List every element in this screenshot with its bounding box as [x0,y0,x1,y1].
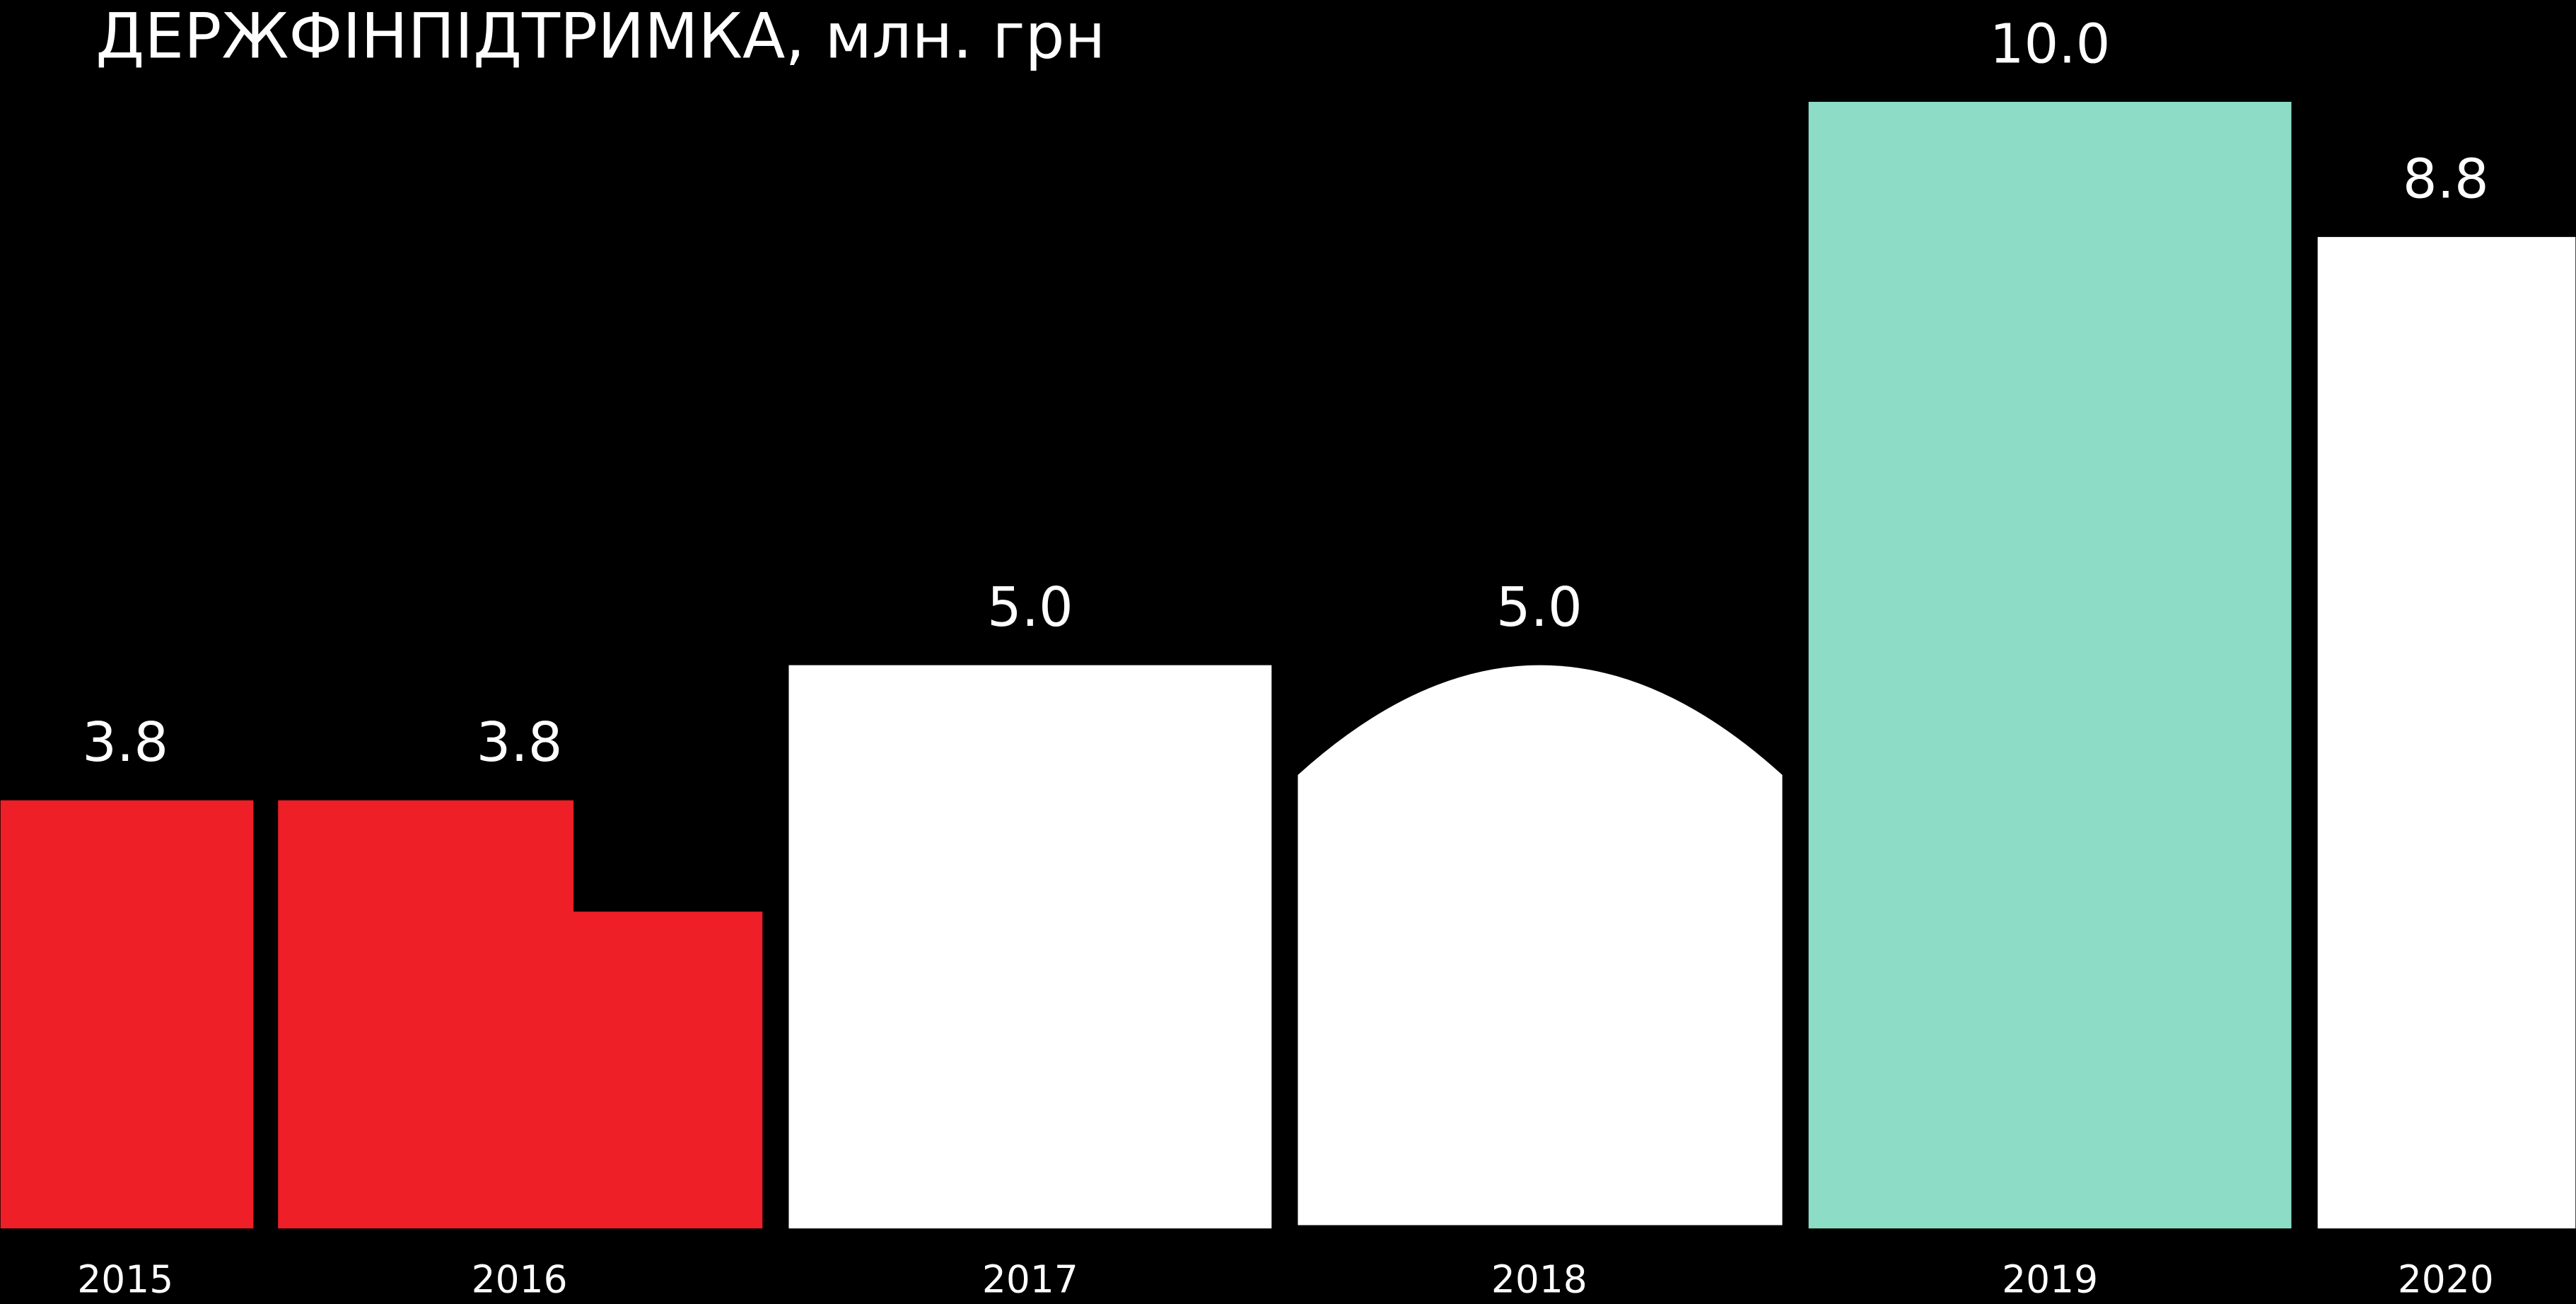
value-label: 5.0 [987,576,1073,639]
value-label: 5.0 [1496,576,1583,639]
bar [1808,101,2292,1229]
x-tick-label: 2015 [77,1257,173,1302]
x-tick-label: 2018 [1491,1257,1587,1302]
bar [788,665,1272,1229]
bar [1298,665,1783,1226]
value-label: 8.8 [2403,148,2489,211]
x-tick-label: 2017 [982,1257,1078,1302]
bar [278,800,763,1229]
value-label: 3.8 [477,711,563,774]
bar [0,800,254,1229]
chart-title: ДЕРЖФІНПІДТРИМКА, млн. грн [95,0,1105,72]
x-tick-label: 2019 [2002,1257,2098,1302]
value-label: 10.0 [1990,13,2111,76]
value-label: 3.8 [82,711,168,774]
x-tick-label: 2020 [2398,1257,2494,1302]
bar [2317,237,2576,1229]
x-tick-label: 2016 [472,1257,568,1302]
